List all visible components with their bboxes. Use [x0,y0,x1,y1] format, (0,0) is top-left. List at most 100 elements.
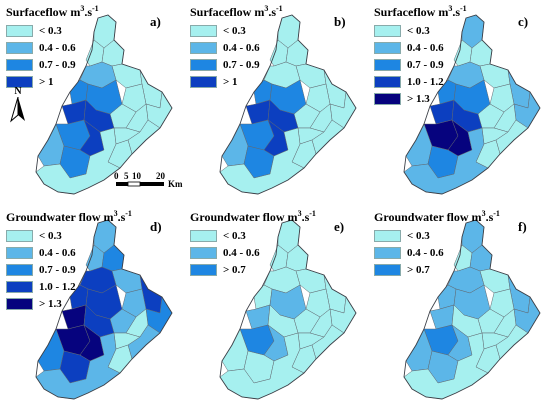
legend-swatch [6,75,33,88]
legend-label: 1.0 - 1.2 [39,280,76,293]
legend-swatch [190,263,217,276]
panel-label-a: a) [150,14,161,29]
legend-c: < 0.3 0.4 - 0.6 0.7 - 0.9 1.0 - 1.2 > 1.3 [374,22,444,107]
watershed-outline-f [403,219,541,400]
legend-label: > 1 [39,75,54,88]
north-arrow: N [8,86,28,128]
legend-item: 0.4 - 0.6 [190,244,260,261]
panel-title-b: Surfaceflow m3.s-1 [190,4,283,20]
legend-item: 0.4 - 0.6 [374,39,444,56]
title-sup2: -1 [92,4,99,13]
title-text: Surfaceflow m [6,5,81,19]
legend-item: 1.0 - 1.2 [6,278,76,295]
legend-e: < 0.3 0.4 - 0.6 > 0.7 [190,227,260,278]
legend-swatch [374,246,401,259]
legend-item: 0.4 - 0.6 [6,244,76,261]
legend-item: > 1 [6,73,76,90]
legend-item: 0.7 - 0.9 [6,56,76,73]
map-d [35,219,173,400]
map-b [219,14,357,195]
legend-label: 0.4 - 0.6 [407,246,444,259]
title-rest: .s [268,5,276,19]
legend-swatch [6,41,33,54]
title-rest: .s [117,210,126,224]
panel-title-d: Groundwater flow m3.s-1 [6,209,132,225]
legend-label: 0.4 - 0.6 [39,41,76,54]
legend-swatch [374,24,401,37]
panel-label-f: f) [518,219,527,234]
panel-e: Groundwater flow m3.s-1 e) < 0.3 0.4 - 0.6 >… [184,205,364,405]
north-arrow-icon [10,96,25,123]
legend-swatch [374,41,401,54]
legend-label: < 0.3 [407,229,430,242]
legend-swatch [190,24,217,37]
panel-label-c: c) [518,14,529,29]
legend-item: < 0.3 [6,227,76,244]
legend-item: > 1.3 [374,90,444,107]
title-text: Groundwater flow m [6,210,114,224]
legend-f: < 0.3 0.4 - 0.6 > 0.7 [374,227,444,278]
title-sup: 3 [264,4,269,13]
legend-swatch [190,75,217,88]
panel-c: Surfaceflow m3.s-1 c) < 0.3 0.4 - 0.6 0.7 - … [368,0,548,200]
title-rest: .s [485,210,494,224]
legend-a: < 0.3 0.4 - 0.6 0.7 - 0.9 > 1 [6,22,76,90]
legend-item: 0.7 - 0.9 [374,56,444,73]
scale-bar: 0 5 10 20 Km [112,170,202,198]
panel-label-e: e) [334,219,345,234]
legend-item: 0.7 - 0.9 [190,56,260,73]
title-rest: .s [452,5,460,19]
panel-title-a: Surfaceflow m3.s-1 [6,4,99,20]
legend-item: 0.7 - 0.9 [6,261,76,278]
legend-swatch [374,75,401,88]
panel-label-d: d) [150,219,162,234]
north-label: N [14,86,22,97]
watershed-outline-a [35,14,173,195]
legend-swatch [6,58,33,71]
title-sup: 3 [297,209,302,218]
legend-label: < 0.3 [39,229,62,242]
legend-label: 0.4 - 0.6 [39,246,76,259]
map-c [403,14,541,195]
title-sup2: -1 [276,4,283,13]
legend-item: > 1.3 [6,295,76,312]
legend-label: > 1 [223,75,238,88]
title-sup: 3 [481,209,486,218]
legend-label: 0.4 - 0.6 [223,41,260,54]
legend-b: < 0.3 0.4 - 0.6 0.7 - 0.9 > 1 [190,22,260,90]
panel-a: Surfaceflow m3.s-1 a) < 0.3 0.4 - 0.6 0.7 - … [0,0,180,200]
legend-item: < 0.3 [190,227,260,244]
legend-label: > 1.3 [39,297,62,310]
panel-title-e: Groundwater flow m3.s-1 [190,209,316,225]
title-sup2: -1 [125,209,132,218]
title-sup: 3 [113,209,118,218]
legend-label: < 0.3 [223,229,246,242]
legend-label: > 0.7 [223,263,246,276]
watershed-outline-c [403,14,541,195]
legend-swatch [6,246,33,259]
legend-label: 0.7 - 0.9 [407,58,444,71]
scale-tick-0: 0 [114,171,119,181]
panel-f: Groundwater flow m3.s-1 f) < 0.3 0.4 - 0.6 >… [368,205,548,405]
legend-item: 0.4 - 0.6 [6,39,76,56]
title-text: Groundwater flow m [190,210,298,224]
legend-swatch [374,263,401,276]
watershed-outline-b [219,14,357,195]
legend-swatch [190,229,217,242]
panel-title-c: Surfaceflow m3.s-1 [374,4,467,20]
legend-item: < 0.3 [374,22,444,39]
legend-item: < 0.3 [190,22,260,39]
scale-tick-2: 10 [132,171,142,181]
panel-d: Groundwater flow m3.s-1 d) < 0.3 0.4 - 0.6 0… [0,205,180,405]
title-sup2: -1 [460,4,467,13]
legend-label: 0.7 - 0.9 [223,58,260,71]
legend-label: 1.0 - 1.2 [407,75,444,88]
title-rest: .s [84,5,92,19]
legend-item: > 0.7 [374,261,444,278]
title-rest: .s [301,210,310,224]
legend-swatch [6,280,33,293]
title-sup: 3 [448,4,453,13]
watershed-outline-e [219,219,357,400]
legend-label: 0.4 - 0.6 [223,246,260,259]
legend-swatch [6,24,33,37]
